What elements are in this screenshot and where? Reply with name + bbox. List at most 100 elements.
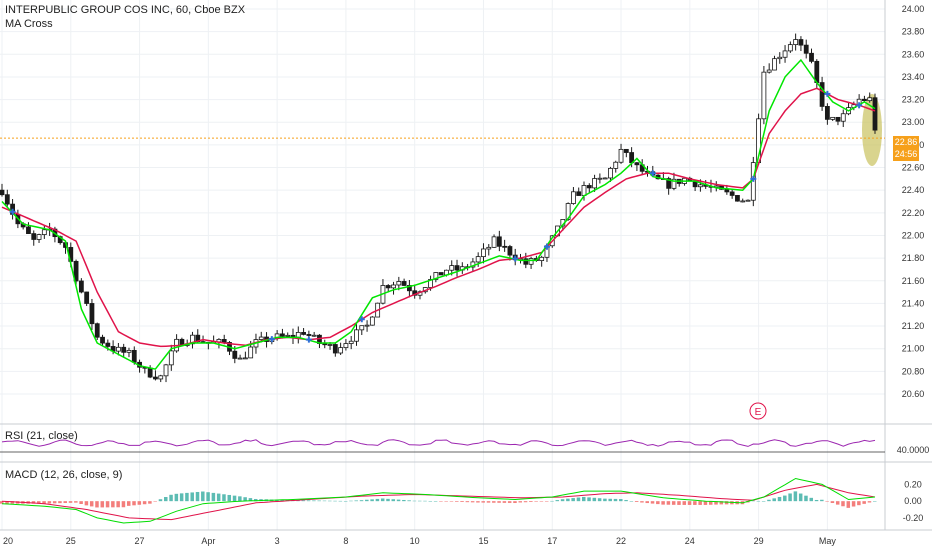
earnings-marker[interactable]: E bbox=[749, 402, 767, 420]
indicator-title[interactable]: MA Cross bbox=[5, 18, 53, 30]
candle-body bbox=[163, 364, 169, 377]
macd-hist-bar bbox=[142, 501, 147, 505]
macd-hist-bar bbox=[788, 493, 792, 502]
macd-hist-bar bbox=[645, 501, 649, 504]
symbol-title[interactable]: INTERPUBLIC GROUP COS INC, 60, Cboe BZX bbox=[5, 4, 246, 16]
pane-separators bbox=[0, 0, 932, 531]
macd-hist-bar bbox=[724, 501, 729, 505]
candle-body bbox=[571, 191, 576, 204]
candle-body bbox=[0, 189, 5, 196]
candle-body bbox=[502, 245, 508, 248]
macd-hist-bar bbox=[338, 500, 343, 502]
macd-hist-bar bbox=[814, 499, 819, 502]
macd-hist-bar bbox=[137, 501, 142, 505]
ma-cross-marker bbox=[305, 336, 312, 343]
price-tick-label: 23.20 bbox=[902, 95, 925, 105]
candle-body bbox=[401, 281, 407, 286]
time-tick-label: 3 bbox=[275, 536, 280, 546]
candle-body bbox=[840, 113, 846, 122]
candle-body bbox=[803, 44, 809, 54]
candle-body bbox=[100, 336, 105, 344]
candle-body bbox=[698, 184, 703, 188]
candle-body bbox=[332, 344, 338, 354]
ma-cross-marker bbox=[649, 170, 656, 177]
candle-body bbox=[481, 248, 486, 258]
candle-body bbox=[237, 357, 243, 360]
macd-hist-bar bbox=[862, 501, 866, 504]
candle-body bbox=[338, 347, 344, 354]
candle-body bbox=[258, 336, 264, 340]
macd-hist-bar bbox=[222, 494, 226, 502]
macd-hist-bar bbox=[370, 499, 374, 502]
macd-hist-bar bbox=[354, 500, 358, 502]
macd-hist-bar bbox=[587, 497, 591, 502]
time-tick-label: 17 bbox=[547, 536, 557, 546]
candle-body bbox=[147, 367, 153, 378]
candle-body bbox=[433, 272, 439, 280]
macd-hist-bar bbox=[608, 498, 612, 502]
macd-hist-bar bbox=[820, 499, 824, 502]
ma-cross-marker bbox=[9, 208, 16, 215]
candle-body bbox=[496, 236, 502, 247]
macd-hist-bar bbox=[783, 495, 787, 502]
rsi-title[interactable]: RSI (21, close) bbox=[5, 430, 78, 442]
time-tick-label: 25 bbox=[66, 536, 76, 546]
candle-body bbox=[285, 334, 291, 337]
macd-hist-bar bbox=[238, 496, 242, 502]
ma-cross-marker bbox=[268, 336, 275, 343]
fast-ma-line bbox=[1, 58, 876, 370]
price-tick-label: 21.20 bbox=[902, 321, 925, 331]
macd-hist-bar bbox=[576, 497, 581, 502]
rsi-pane bbox=[0, 439, 885, 453]
price-axis[interactable]: 20.60 20.80 21.00 21.20 21.40 21.60 21.80 22.00… bbox=[897, 4, 930, 523]
candle-body bbox=[793, 39, 799, 46]
macd-hist-bar bbox=[301, 500, 306, 502]
macd-hist-bar bbox=[148, 501, 152, 504]
time-tick-label: 27 bbox=[135, 536, 145, 546]
candle-body bbox=[602, 177, 608, 180]
candles bbox=[0, 33, 878, 383]
candle-body bbox=[777, 56, 783, 60]
macd-hist-bar bbox=[164, 497, 168, 502]
price-tick-label: 23.40 bbox=[902, 72, 925, 82]
candle-body bbox=[666, 178, 672, 189]
macd-hist-bar bbox=[809, 497, 814, 502]
price-tick-label: 22.40 bbox=[902, 185, 925, 195]
macd-hist-bar bbox=[492, 501, 496, 503]
candle-body bbox=[121, 346, 127, 353]
macd-hist-bar bbox=[841, 501, 845, 507]
macd-hist-bar bbox=[767, 499, 771, 502]
candle-body bbox=[369, 316, 375, 326]
macd-hist-bar bbox=[417, 500, 422, 502]
macd-hist-bar bbox=[380, 498, 385, 502]
candle-body bbox=[94, 323, 100, 338]
macd-hist-bar bbox=[312, 500, 316, 502]
macd-hist-bar bbox=[0, 501, 4, 504]
time-tick-label: 20 bbox=[3, 536, 13, 546]
ma-cross-marker bbox=[824, 90, 831, 97]
macd-hist-bar bbox=[423, 500, 427, 502]
candle-body bbox=[761, 71, 767, 120]
macd-hist-bar bbox=[761, 501, 766, 502]
time-axis[interactable]: 20 25 27 Apr 3 8 10 15 17 22 24 29 May bbox=[3, 536, 836, 546]
macd-hist-bar bbox=[539, 501, 544, 502]
macd-title[interactable]: MACD (12, 26, close, 9) bbox=[5, 469, 123, 481]
candle-body bbox=[153, 376, 158, 380]
candle-body bbox=[89, 303, 95, 325]
macd-hist-bar bbox=[523, 501, 528, 503]
candle-body bbox=[449, 265, 455, 271]
time-tick-label: 29 bbox=[754, 536, 764, 546]
macd-hist-bar bbox=[74, 501, 78, 503]
candle-body bbox=[131, 349, 137, 363]
macd-hist-bar bbox=[497, 501, 501, 503]
macd-hist-bar bbox=[857, 501, 861, 506]
ma-cross-marker bbox=[750, 175, 757, 182]
candle-body bbox=[618, 148, 624, 163]
macd-hist-bar bbox=[518, 501, 523, 503]
macd-hist-bar bbox=[619, 499, 623, 502]
candle-body bbox=[343, 343, 349, 349]
candle-body bbox=[73, 260, 79, 282]
candle-body bbox=[486, 246, 492, 250]
time-tick-label: 15 bbox=[478, 536, 488, 546]
